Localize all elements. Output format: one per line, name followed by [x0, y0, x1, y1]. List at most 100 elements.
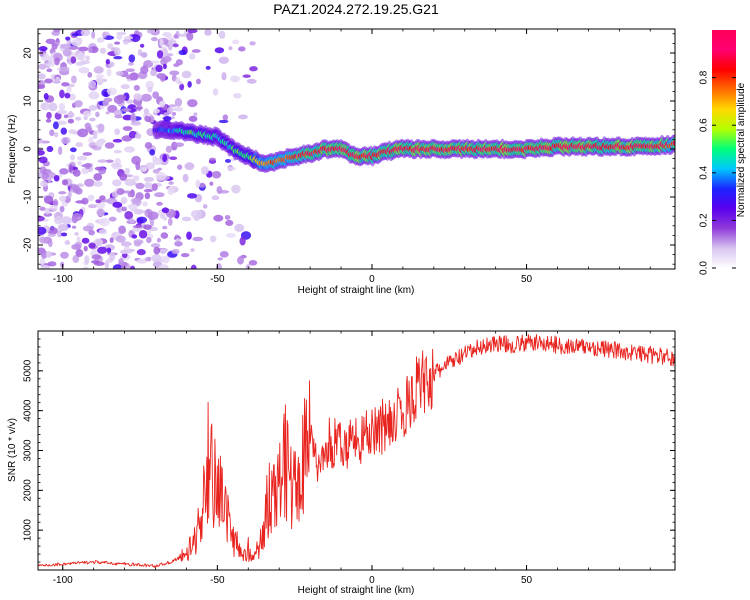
heatmap-cell [54, 57, 60, 66]
heatmap-cell [70, 75, 77, 84]
heatmap-cell [162, 32, 172, 38]
heatmap-cell [96, 37, 105, 43]
heatmap-cell [168, 104, 177, 108]
heatmap-cell [169, 70, 180, 76]
heatmap-cell [119, 173, 128, 181]
heatmap-cell [118, 225, 127, 234]
heatmap-cell [45, 38, 56, 45]
heatmap-cell [136, 258, 148, 264]
heatmap-cell [99, 104, 105, 110]
colorbar: 0.0 0.2 0.4 0.6 0.8 Normalized spectral ampl… [699, 30, 747, 275]
heatmap-cell [47, 239, 53, 248]
heatmap-cell [39, 236, 48, 244]
heatmap-cell [87, 194, 95, 202]
heatmap-cell [116, 188, 125, 196]
heatmap-cell [216, 186, 223, 195]
heatmap-cell [99, 217, 110, 227]
heatmap-cell [47, 176, 52, 184]
heatmap-cell [38, 215, 45, 222]
heatmap-cell [87, 72, 93, 78]
heatmap-cell [67, 83, 75, 88]
heatmap-cell [213, 214, 224, 222]
heatmap-cell [218, 119, 229, 124]
heatmap-cell [231, 184, 241, 194]
heatmap-cell [65, 36, 71, 41]
heatmap-cell [200, 166, 209, 175]
heatmap-cell [84, 255, 90, 264]
heatmap-cell [60, 261, 65, 268]
heatmap-cell [152, 91, 160, 99]
heatmap-cell [120, 241, 132, 247]
heatmap-cell [38, 46, 48, 52]
heatmap-cell [144, 115, 150, 122]
heatmap-cell [78, 66, 90, 74]
heatmap-cell [145, 236, 152, 244]
heatmap-cell [60, 251, 69, 259]
heatmap-cell [58, 102, 66, 111]
heatmap-cell [71, 225, 77, 229]
heatmap-cell [209, 157, 216, 161]
heatmap-cell [60, 232, 68, 237]
spectrogram-y-tick-label: 10 [23, 95, 34, 107]
heatmap-cell [54, 216, 64, 225]
heatmap-cell [224, 214, 231, 220]
heatmap-cell [87, 47, 93, 54]
heatmap-cell [116, 31, 127, 36]
heatmap-cell [113, 109, 123, 117]
heatmap-cell [143, 60, 154, 68]
heatmap-cell [190, 248, 195, 253]
heatmap-cell [112, 179, 122, 187]
heatmap-cell [38, 156, 48, 164]
heatmap-cell [49, 129, 55, 137]
heatmap-cell [150, 36, 158, 42]
snr-y-tick-label: 1000 [23, 519, 34, 542]
heatmap-cell [138, 229, 148, 239]
heatmap-cell [82, 225, 94, 232]
heatmap-cell [159, 75, 166, 82]
heatmap-cell [59, 66, 70, 72]
heatmap-cell [59, 205, 65, 213]
heatmap-cell [153, 246, 161, 255]
heatmap-cell [88, 80, 97, 89]
heatmap-cell [133, 225, 144, 229]
heatmap-cell [225, 219, 234, 227]
heatmap-cell [131, 197, 142, 207]
heatmap-cell [84, 178, 95, 187]
heatmap-cell [219, 251, 229, 258]
heatmap-cell [218, 30, 226, 39]
heatmap-cell [171, 248, 180, 255]
heatmap-cell [181, 216, 192, 222]
heatmap-cell [209, 181, 214, 186]
heatmap-cell [162, 225, 168, 230]
heatmap-cell [128, 62, 134, 66]
heatmap-cell [145, 80, 154, 90]
heatmap-cell [53, 29, 61, 33]
heatmap-cell [88, 91, 100, 100]
heatmap-cell [47, 233, 56, 237]
heatmap-cell [52, 198, 59, 207]
heatmap-cell [125, 68, 135, 73]
heatmap-cell [188, 53, 196, 60]
heatmap-cell [242, 74, 251, 78]
heatmap-cell [98, 228, 108, 235]
heatmap-cell [45, 118, 52, 123]
heatmap-cell [169, 156, 178, 160]
heatmap-cell [53, 175, 60, 182]
heatmap-cell [193, 112, 198, 116]
heatmap-cell [198, 182, 206, 188]
snr-x-tick-label: 0 [369, 575, 375, 586]
colorbar-ramp [712, 30, 736, 268]
snr-y-ticks: 1000 2000 3000 4000 5000 [23, 330, 675, 571]
heatmap-cell [143, 189, 153, 193]
heatmap-cell [239, 236, 246, 246]
heatmap-cell [121, 107, 132, 112]
heatmap-cell [195, 179, 201, 188]
heatmap-cell [115, 235, 126, 243]
heatmap-cell [39, 50, 44, 57]
heatmap-cell [38, 226, 47, 235]
colorbar-ticks: 0.0 0.2 0.4 0.6 0.8 [699, 70, 736, 275]
heatmap-cell [121, 206, 127, 212]
heatmap-cell [64, 92, 71, 99]
colorbar-tick-label: 0.2 [699, 213, 710, 227]
